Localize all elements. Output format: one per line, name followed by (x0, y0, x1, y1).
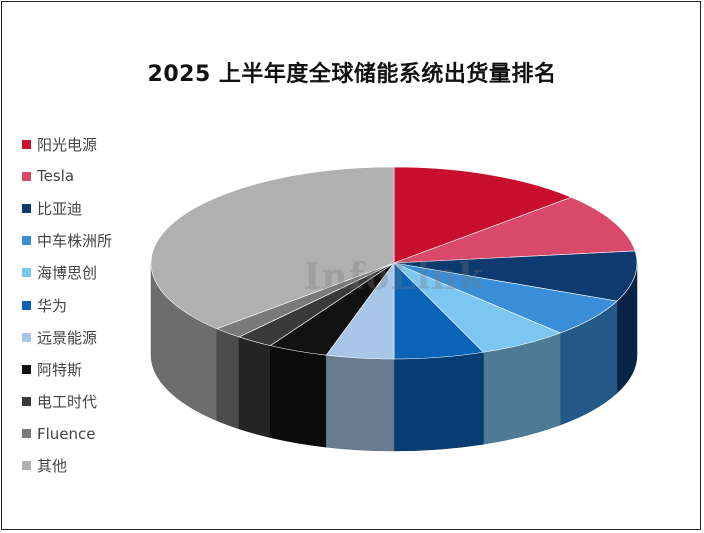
pie-slice-side (393, 351, 484, 452)
watermark: InfoLink (304, 256, 485, 298)
legend-swatch (22, 236, 31, 246)
legend-label: 中车株洲所 (37, 232, 113, 251)
legend-label: 阳光电源 (37, 135, 98, 154)
legend-item: Tesla (22, 160, 112, 192)
pie-slice-side (216, 328, 240, 430)
legend-swatch (22, 300, 31, 310)
legend-item: 远景能源 (22, 321, 112, 353)
legend-item: 阿特斯 (22, 353, 112, 385)
pie-slice-side (325, 354, 395, 452)
pie-slice (393, 250, 638, 302)
pie-slice (150, 166, 395, 330)
legend-item: 电工时代 (22, 386, 112, 418)
legend-label: 海博思创 (37, 264, 98, 283)
legend-swatch (22, 364, 31, 374)
legend-item: 其他 (22, 450, 112, 482)
pie-slice (393, 166, 572, 264)
legend-swatch (22, 332, 31, 342)
pie-slice (393, 196, 636, 264)
legend-item: Fluence (22, 418, 112, 450)
legend-item: 海博思创 (22, 257, 112, 289)
chart-legend: 阳光电源 Tesla 比亚迪中车株洲所海博思创华为远景能源阿特斯电工时代 Fluenc… (22, 128, 112, 482)
legend-swatch (22, 268, 31, 278)
legend-swatch (22, 139, 31, 149)
chart-title: 2025 上半年度全球储能系统出货量排名 (147, 62, 557, 87)
legend-swatch (22, 171, 31, 181)
legend-swatch (22, 203, 31, 213)
legend-swatch (22, 461, 31, 471)
legend-label: 远景能源 (37, 328, 98, 347)
legend-label: 比亚迪 (37, 199, 83, 218)
legend-label: 华为 (37, 296, 68, 315)
legend-item: 阳光电源 (22, 128, 112, 160)
legend-swatch (22, 429, 31, 439)
pie-slice-side (238, 336, 271, 438)
pie-slice-side (270, 345, 327, 448)
legend-label: 其他 (37, 457, 68, 476)
legend-label: 电工时代 (37, 393, 98, 412)
legend-item: 比亚迪 (22, 192, 112, 224)
legend-item: 中车株洲所 (22, 225, 112, 257)
legend-item: 华为 (22, 289, 112, 321)
legend-label: Tesla (37, 167, 75, 186)
legend-label: Fluence (37, 424, 96, 443)
legend-label: 阿特斯 (37, 360, 83, 379)
legend-swatch (22, 397, 31, 407)
